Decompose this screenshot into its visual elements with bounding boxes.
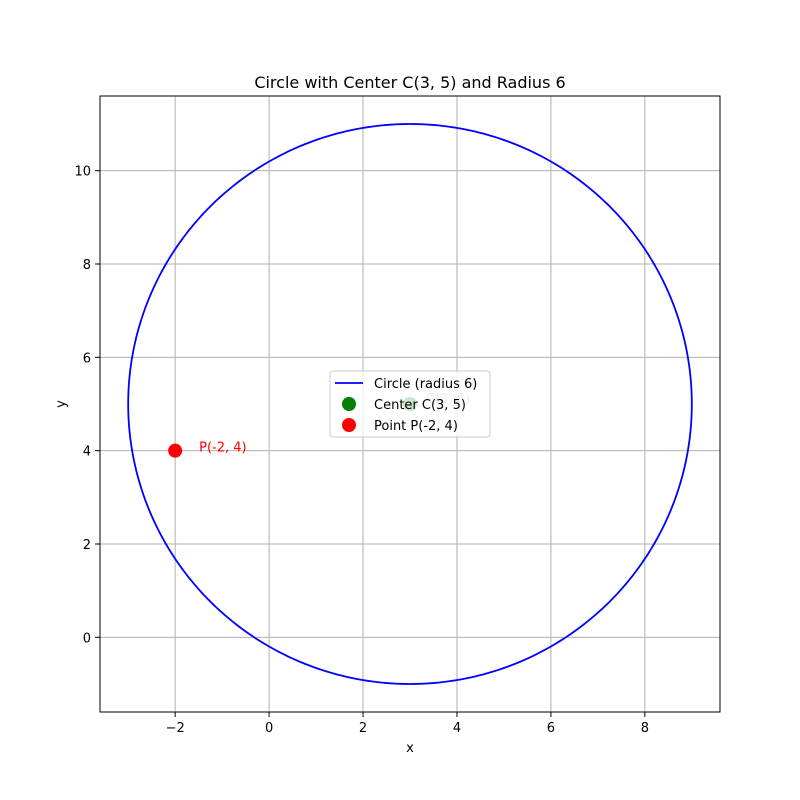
x-tick-label: −2	[166, 721, 185, 736]
y-axis-label: y	[54, 400, 69, 408]
y-tick-label: 6	[83, 351, 91, 366]
legend: Circle (radius 6) Center C(3, 5) Point P(-…	[329, 370, 491, 438]
legend-entry: Point P(-2, 4)	[374, 419, 458, 434]
x-tick-label: 4	[453, 721, 461, 736]
legend-entry: Center C(3, 5)	[374, 398, 466, 413]
legend-box	[329, 370, 491, 438]
legend-point-swatch	[342, 418, 356, 432]
grid	[100, 96, 720, 712]
x-tick-label: 0	[265, 721, 273, 736]
legend-entry: Circle (radius 6)	[374, 377, 477, 392]
y-tick-label: 4	[83, 445, 91, 460]
y-tick-label: 8	[83, 258, 91, 273]
chart-title: Circle with Center C(3, 5) and Radius 6	[254, 73, 565, 92]
plot-frame	[99, 95, 721, 713]
point-p	[168, 443, 183, 458]
x-axis-label: x	[406, 741, 414, 756]
y-tick-label: 10	[74, 165, 91, 180]
axis-ticks: −2 0 2 4 6 8 0 2 4 6 8 10	[74, 165, 649, 736]
annotation-label: P(-2, 4)	[199, 441, 246, 456]
y-tick-label: 0	[83, 631, 91, 646]
x-tick-label: 8	[641, 721, 649, 736]
y-tick-label: 2	[83, 538, 91, 553]
x-tick-label: 2	[359, 721, 367, 736]
circle-line	[127, 123, 693, 685]
x-tick-label: 6	[547, 721, 555, 736]
legend-point-swatch	[342, 397, 356, 411]
